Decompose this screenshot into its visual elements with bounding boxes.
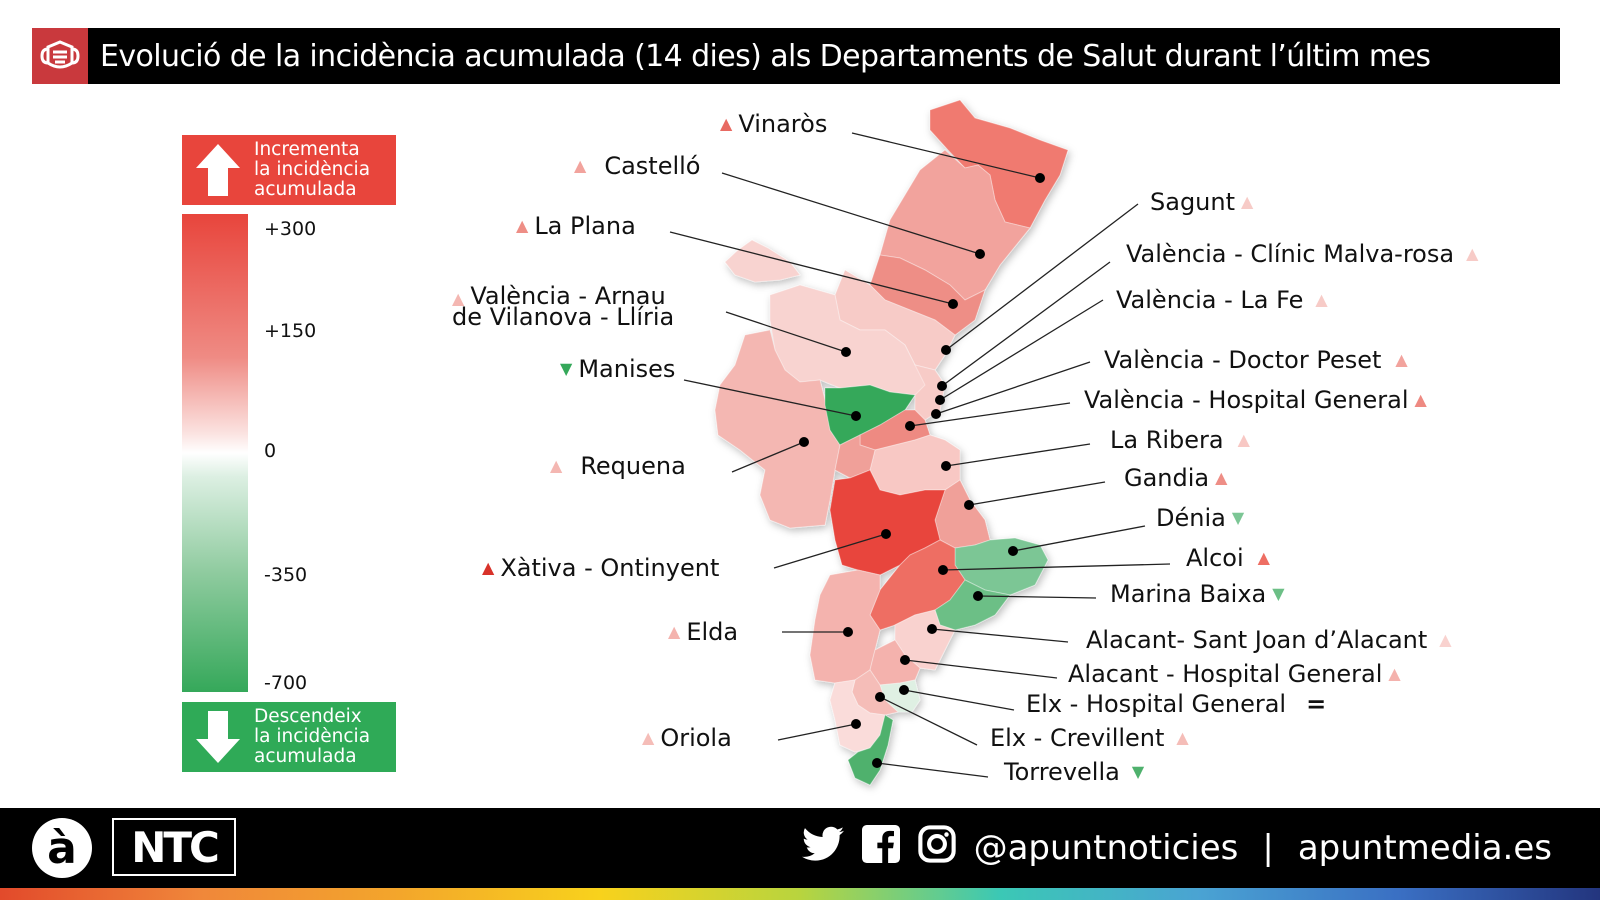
arrow-up-icon: ▲ [1237, 430, 1250, 449]
ntc-logo: NTC [112, 818, 236, 876]
label-laribera: La Ribera ▲ [1110, 426, 1250, 454]
label-arnau-lliria: ▲ València - Arnau de Vilanova - Llíria [452, 282, 675, 331]
instagram-icon[interactable] [917, 824, 956, 872]
label-malvarosa: València - Clínic Malva-rosa ▲ [1126, 240, 1479, 268]
color-scale-bar [182, 214, 248, 692]
label-gandia: Gandia ▲ [1124, 464, 1228, 492]
label-manises: ▼ Manises [560, 355, 676, 383]
arrow-down-icon: ▼ [1231, 508, 1245, 527]
scale-tick: 0 [264, 440, 277, 462]
arrow-up-icon [182, 142, 254, 198]
arrow-up-icon: ▲ [1215, 468, 1228, 487]
label-alcoi: Alcoi ▲ [1186, 544, 1270, 572]
scale-tick: +150 [264, 320, 317, 342]
social-links: @apuntnoticies | apuntmedia.es [801, 818, 1552, 878]
arrow-up-icon: ▲ [642, 728, 655, 747]
scale-tick: -700 [264, 672, 308, 694]
arrow-up-icon: ▲ [1257, 548, 1270, 567]
arrow-up-icon: ▲ [516, 216, 529, 235]
label-marinabaixa: Marina Baixa ▼ [1110, 580, 1285, 608]
separator: | [1262, 828, 1274, 868]
facebook-icon[interactable] [861, 824, 900, 872]
arrow-up-icon: ▲ [1388, 664, 1401, 683]
region-marinabaixa [934, 579, 1011, 631]
label-denia: Dénia ▼ [1156, 504, 1245, 532]
label-xativa: ▲ Xàtiva - Ontinyent [482, 554, 720, 582]
website-link[interactable]: apuntmedia.es [1297, 828, 1552, 868]
region-exclave [724, 239, 801, 283]
arrow-down-icon [182, 709, 254, 765]
face-mask-icon [32, 28, 88, 84]
arrow-up-icon: ▲ [1395, 350, 1408, 369]
arrow-up-icon: ▲ [574, 156, 587, 175]
arrow-up-icon: ▲ [1176, 728, 1189, 747]
legend-increase-text: Incrementa la incidència acumulada [254, 139, 371, 200]
label-peset: València - Doctor Peset ▲ [1104, 346, 1408, 374]
region-valencia-city [914, 364, 946, 421]
label-requena: ▲ Requena [550, 452, 686, 480]
social-handle[interactable]: @apuntnoticies [973, 828, 1239, 868]
arrow-down-icon: ▼ [560, 359, 573, 378]
scale-tick: -350 [264, 564, 308, 586]
label-oriola: ▲ Oriola [642, 724, 732, 752]
arrow-up-icon: ▲ [1439, 630, 1452, 649]
arrow-down-icon: ▼ [1272, 584, 1285, 603]
apunt-logo: à [32, 818, 92, 878]
arrow-up-icon: ▲ [482, 558, 495, 577]
region-elda [809, 569, 881, 684]
label-vinaros: ▲ Vinaròs [720, 110, 828, 138]
label-elxhg: Elx - Hospital General = [1026, 690, 1327, 718]
arrow-up-icon: ▲ [668, 622, 681, 641]
label-castello: ▲ Castelló [574, 152, 701, 180]
rainbow-stripe [0, 888, 1600, 900]
twitter-icon[interactable] [801, 826, 844, 871]
label-hgeneral: València - Hospital General ▲ [1084, 386, 1427, 414]
legend-decrease-box: Descendeix la incidència acumulada [182, 702, 396, 772]
arrow-down-icon: ▼ [1131, 762, 1145, 781]
arrow-up-icon: ▲ [550, 456, 563, 475]
region-requena [714, 329, 841, 529]
label-santjoan: Alacant- Sant Joan d’Alacant ▲ [1086, 626, 1452, 654]
arrow-up-icon: ▲ [720, 114, 733, 133]
label-elxcrev: Elx - Crevillent ▲ [990, 724, 1189, 752]
title-bar: Evolució de la incidència acumulada (14 … [32, 28, 1560, 84]
arrow-up-icon: ▲ [1414, 390, 1427, 409]
legend-increase-box: Incrementa la incidència acumulada [182, 135, 396, 205]
legend-decrease-text: Descendeix la incidència acumulada [254, 706, 371, 767]
label-sagunt: Sagunt ▲ [1150, 188, 1254, 216]
scale-tick: +300 [264, 218, 317, 240]
label-lafe: València - La Fe ▲ [1116, 286, 1328, 314]
arrow-up-icon: ▲ [452, 289, 465, 308]
arrow-up-icon: ▲ [1315, 290, 1328, 309]
footer-bar [0, 808, 1600, 888]
arrow-up-icon: ▲ [1241, 192, 1254, 211]
equal-icon: = [1306, 690, 1327, 718]
label-laplana: ▲ La Plana [516, 212, 636, 240]
region-torrevella [847, 714, 894, 786]
region-ribera-west [834, 434, 876, 479]
arrow-up-icon: ▲ [1466, 244, 1479, 263]
label-elda: ▲ Elda [668, 618, 739, 646]
label-torrevella: Torrevella ▼ [1004, 758, 1145, 786]
page-title: Evolució de la incidència acumulada (14 … [100, 38, 1431, 74]
label-alacanthg: Alacant - Hospital General ▲ [1068, 660, 1401, 688]
